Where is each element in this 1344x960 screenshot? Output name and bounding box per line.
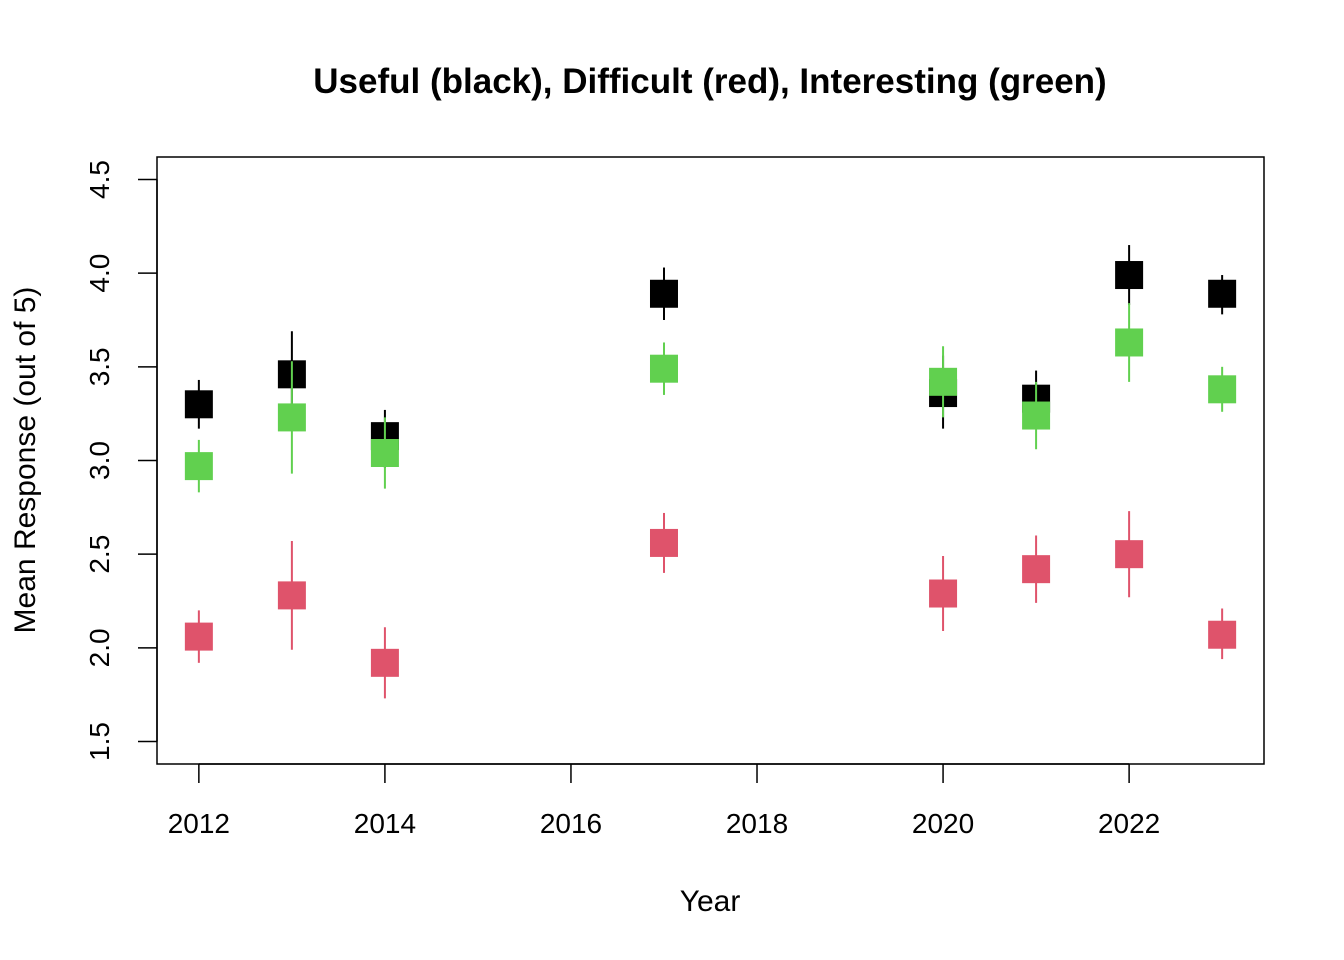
x-tick-label: 2022 [1098,808,1160,839]
y-tick-label: 3.5 [84,347,115,386]
data-point [184,452,213,481]
data-point [184,390,213,419]
data-point [929,579,958,608]
y-axis: 1.5 2.0 2.5 3.0 3.5 4.0 4.5 [84,160,158,761]
data-point [1022,401,1051,430]
x-tick-label: 2014 [354,808,416,839]
data-marks [184,245,1237,699]
data-point [1208,375,1237,404]
data-point [1022,555,1051,584]
x-axis: 2012 2014 2016 2018 2020 2022 [168,763,1160,839]
data-point [929,367,958,396]
data-point [1208,279,1237,308]
data-point [649,528,678,557]
series-2 [184,303,1237,493]
series-1 [184,511,1237,699]
series-0 [184,245,1237,468]
chart-title: Useful (black), Difficult (red), Interes… [313,62,1106,101]
x-tick-label: 2012 [168,808,230,839]
data-point [184,622,213,651]
x-axis-label: Year [680,885,741,918]
data-point [649,279,678,308]
data-point [1115,540,1144,569]
y-tick-label: 4.5 [84,160,115,199]
y-tick-label: 2.5 [84,535,115,574]
data-point [649,354,678,383]
data-point [370,439,399,468]
x-tick-label: 2018 [726,808,788,839]
data-point [1115,328,1144,357]
data-point [1115,261,1144,290]
data-point [370,648,399,677]
y-tick-label: 3.0 [84,441,115,480]
y-axis-label: Mean Response (out of 5) [9,287,42,634]
y-tick-label: 4.0 [84,254,115,293]
y-tick-label: 2.0 [84,628,115,667]
x-tick-label: 2020 [912,808,974,839]
plot-frame [156,156,1265,765]
data-point [277,581,306,610]
y-tick-label: 1.5 [84,722,115,761]
data-point [277,403,306,432]
x-tick-label: 2016 [540,808,602,839]
data-point [1208,620,1237,649]
